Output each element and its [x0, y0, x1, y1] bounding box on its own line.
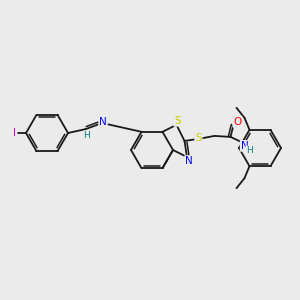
- Text: N: N: [99, 117, 107, 127]
- Text: N: N: [185, 156, 193, 166]
- Text: H: H: [84, 131, 90, 140]
- Text: N: N: [241, 141, 248, 151]
- Text: I: I: [13, 128, 16, 138]
- Text: S: S: [174, 116, 181, 126]
- Text: O: O: [233, 117, 242, 127]
- Text: S: S: [195, 133, 202, 143]
- Text: H: H: [246, 146, 253, 155]
